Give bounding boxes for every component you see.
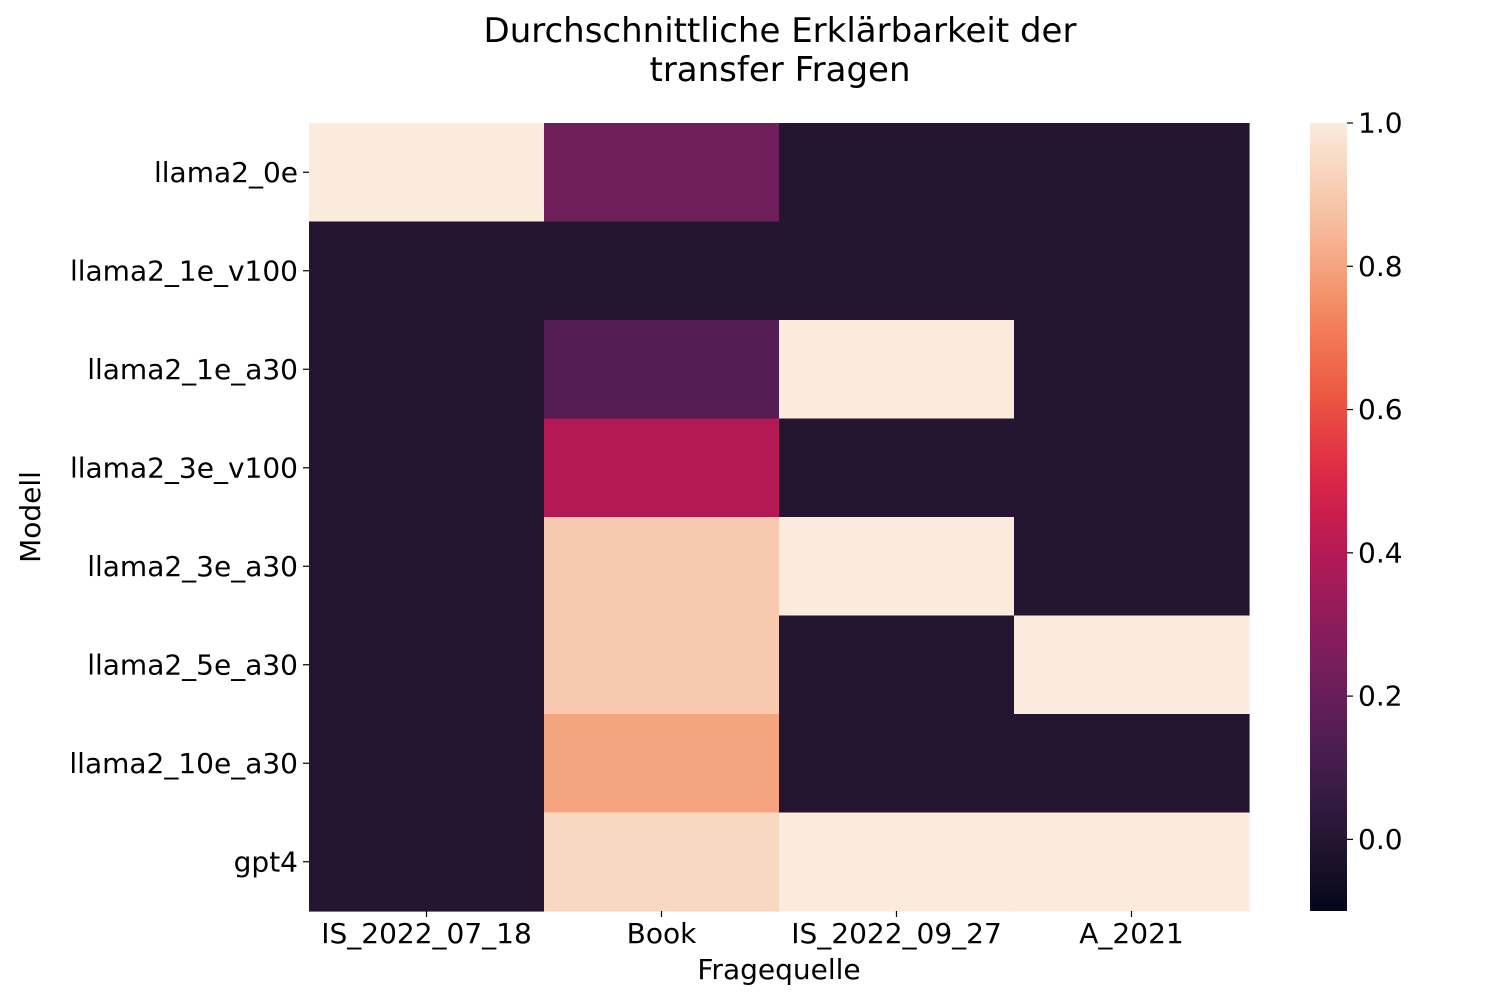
heatmap-cell-gpt4-IS_2022_09_27: [779, 812, 1015, 912]
chart-title-line-2: transfer Fragen: [649, 50, 910, 90]
heatmap-cell-llama2_5e_a30-A_2021: [1014, 615, 1250, 715]
heatmap-cell-gpt4-IS_2022_07_18: [309, 812, 545, 912]
y-tick-label: gpt4: [234, 845, 298, 878]
heatmap-cell-llama2_3e_a30-IS_2022_09_27: [779, 517, 1015, 617]
heatmap-cell-llama2_1e_v100-Book: [544, 221, 780, 321]
heatmap-cell-llama2_3e_v100-A_2021: [1014, 418, 1250, 518]
y-tick-label: llama2_3e_v100: [70, 451, 298, 484]
heatmap-cell-llama2_3e_v100-IS_2022_07_18: [309, 418, 545, 518]
heatmap-cell-llama2_0e-IS_2022_07_18: [309, 123, 545, 223]
heatmap-cell-llama2_5e_a30-IS_2022_07_18: [309, 615, 545, 715]
colorbar-tick-label: 1.0: [1358, 107, 1403, 140]
colorbar-tick-label: 0.2: [1358, 680, 1403, 713]
heatmap-cell-llama2_0e-IS_2022_09_27: [779, 123, 1015, 223]
y-tick-label: llama2_0e: [154, 156, 298, 189]
heatmap-cell-llama2_3e_v100-Book: [544, 418, 780, 518]
heatmap-cell-llama2_10e_a30-IS_2022_07_18: [309, 714, 545, 814]
heatmap-cell-llama2_10e_a30-Book: [544, 714, 780, 814]
heatmap-cell-llama2_0e-A_2021: [1014, 123, 1250, 223]
colorbar-tick-label: 0.8: [1358, 250, 1403, 283]
heatmap-cell-llama2_1e_a30-IS_2022_09_27: [779, 320, 1015, 420]
x-tick-label: IS_2022_07_18: [321, 917, 532, 950]
x-axis-label: Fragequelle: [697, 953, 860, 986]
colorbar-ticks: 1.0 0.8 0.6 0.4 0.2 0.0: [1347, 107, 1403, 856]
chart-title-line-1: Durchschnittliche Erklärbarkeit der: [484, 11, 1077, 51]
colorbar-tick-label: 0.4: [1358, 536, 1403, 569]
heatmap-cell-llama2_1e_v100-A_2021: [1014, 221, 1250, 321]
colorbar-tick-label: 0.0: [1358, 823, 1403, 856]
heatmap-cell-llama2_1e_a30-Book: [544, 320, 780, 420]
y-tick-label: llama2_1e_v100: [70, 254, 298, 287]
y-tick-label: llama2_3e_a30: [87, 550, 298, 583]
heatmap-cell-llama2_3e_a30-IS_2022_07_18: [309, 517, 545, 617]
heatmap-cell-llama2_3e_a30-A_2021: [1014, 517, 1250, 617]
heatmap-cell-llama2_1e_v100-IS_2022_09_27: [779, 221, 1015, 321]
heatmap-cell-llama2_1e_a30-IS_2022_07_18: [309, 320, 545, 420]
y-axis-ticks: llama2_0e llama2_1e_v100 llama2_1e_a30llam…: [69, 156, 309, 878]
heatmap-cell-llama2_5e_a30-IS_2022_09_27: [779, 615, 1015, 715]
heatmap-cell-gpt4-A_2021: [1014, 812, 1250, 912]
heatmap-cell-gpt4-Book: [544, 812, 780, 912]
heatmap-cell-llama2_10e_a30-A_2021: [1014, 714, 1250, 814]
x-axis-ticks: IS_2022_07_18 Book IS_2022_09_27 A_2021: [321, 911, 1184, 950]
heatmap-cell-llama2_3e_v100-IS_2022_09_27: [779, 418, 1015, 518]
colorbar-tick-label: 0.6: [1358, 393, 1403, 426]
colorbar: [1310, 123, 1347, 911]
y-tick-label: llama2_1e_a30: [87, 353, 298, 386]
heatmap-cell-llama2_3e_a30-Book: [544, 517, 780, 617]
y-tick-label: llama2_10e_a30: [69, 747, 298, 780]
heatmap-cells: [309, 123, 1250, 912]
x-tick-label: IS_2022_09_27: [791, 917, 1002, 950]
heatmap-cell-llama2_1e_a30-A_2021: [1014, 320, 1250, 420]
heatmap-cell-llama2_0e-Book: [544, 123, 780, 223]
heatmap-cell-llama2_5e_a30-Book: [544, 615, 780, 715]
y-tick-label: llama2_5e_a30: [87, 648, 298, 681]
x-tick-label: Book: [627, 917, 697, 950]
y-axis-label: Modell: [14, 471, 47, 563]
heatmap-cell-llama2_1e_v100-IS_2022_07_18: [309, 221, 545, 321]
x-tick-label: A_2021: [1079, 917, 1183, 950]
heatmap-cell-llama2_10e_a30-IS_2022_09_27: [779, 714, 1015, 814]
